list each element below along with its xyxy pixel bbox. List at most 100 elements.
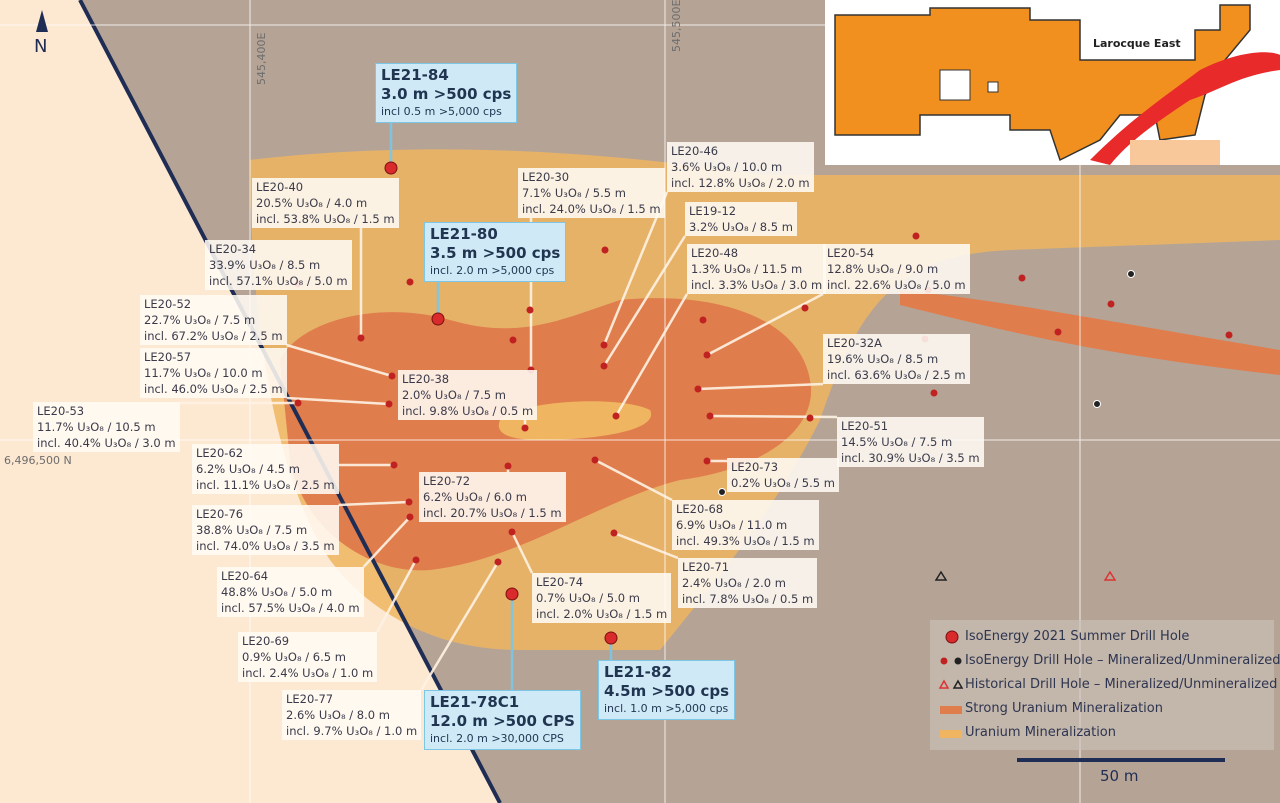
assay-line: incl. 57.1% U₃O₈ / 5.0 m: [209, 274, 348, 288]
hole-id: LE20-46: [671, 144, 719, 158]
assay-line: 11.7% U₃O₈ / 10.0 m: [144, 366, 263, 380]
drill-hole: [604, 631, 618, 645]
assay-label: LE20-74 0.7% U₃O₈ / 5.0 m incl. 2.0% U₃O₈ …: [532, 573, 672, 623]
assay-line: incl. 20.7% U₃O₈ / 1.5 m: [423, 506, 562, 520]
leader-line: [706, 292, 824, 357]
assay-line: 2.4% U₃O₈ / 2.0 m: [682, 576, 786, 590]
assay-label: LE20-48 1.3% U₃O₈ / 11.5 m incl. 3.3% U₃O₈…: [687, 244, 827, 294]
assay-line: 2.6% U₃O₈ / 8.0 m: [286, 708, 390, 722]
assay-line: 22.7% U₃O₈ / 7.5 m: [144, 313, 256, 327]
drill-hole: [930, 389, 938, 397]
drill-hole: [1093, 400, 1101, 408]
assay-label: LE20-71 2.4% U₃O₈ / 2.0 m incl. 7.8% U₃O₈ …: [678, 558, 818, 608]
assay-label: LE20-52 22.7% U₃O₈ / 7.5 m incl. 67.2% U₃O…: [140, 295, 287, 345]
drill-hole: [912, 232, 920, 240]
hole-id: LE20-69: [242, 634, 290, 648]
drill-hole: [509, 336, 517, 344]
drill-hole: [694, 385, 702, 393]
hole-id: LE20-52: [144, 297, 192, 311]
drill-hole: [699, 316, 707, 324]
assay-line: incl. 2.0% U₃O₈ / 1.5 m: [536, 607, 668, 621]
hole-id: LE20-62: [196, 446, 244, 460]
hole-id: LE20-40: [256, 180, 304, 194]
assay-line: incl. 11.1% U₃O₈ / 2.5 m: [196, 478, 335, 492]
drill-hole: [1127, 270, 1135, 278]
hole-id: LE20-53: [37, 404, 85, 418]
assay-label: LE20-77 2.6% U₃O₈ / 8.0 m incl. 9.7% U₃O₈ …: [282, 690, 422, 740]
hole-id: LE20-51: [841, 419, 889, 433]
assay-line: incl. 49.3% U₃O₈ / 1.5 m: [676, 534, 815, 548]
result: 3.5 m >500 cps: [430, 244, 561, 262]
hole-id: LE21-78C1: [430, 693, 520, 711]
assay-line: 12.8% U₃O₈ / 9.0 m: [827, 262, 939, 276]
leader-line: [286, 343, 393, 378]
grid-label: 545,500E: [670, 0, 683, 52]
legend-entry: Strong Uranium Mineralization: [965, 701, 1163, 716]
assay-label: LE20-69 0.9% U₃O₈ / 6.5 m incl. 2.4% U₃O₈ …: [238, 632, 378, 682]
assay-label: LE20-32A 19.6% U₃O₈ / 8.5 m incl. 63.6% U₃…: [823, 334, 970, 384]
drill-hole: [412, 556, 420, 564]
drill-hole: [388, 372, 396, 380]
inset-label: Larocque East: [1093, 37, 1181, 50]
assay-line: 2.0% U₃O₈ / 7.5 m: [402, 388, 506, 402]
leader-line: [709, 414, 838, 419]
hole-id: LE19-12: [689, 204, 737, 218]
assay-line: 6.2% U₃O₈ / 4.5 m: [196, 462, 300, 476]
assay-label: LE20-76 38.8% U₃O₈ / 7.5 m incl. 74.0% U₃O…: [192, 505, 339, 555]
hole-id: LE20-76: [196, 507, 244, 521]
drill-hole: [706, 412, 714, 420]
hole-id: LE21-80: [430, 225, 498, 243]
assay-label: LE20-51 14.5% U₃O₈ / 7.5 m incl. 30.9% U₃O…: [837, 417, 984, 467]
legend-entry: IsoEnergy 2021 Summer Drill Hole: [965, 629, 1190, 644]
hole-id: LE20-68: [676, 502, 724, 516]
assay-line: incl. 63.6% U₃O₈ / 2.5 m: [827, 368, 966, 382]
drill-hole: [1107, 300, 1115, 308]
leader-line: [510, 531, 534, 574]
assay-label: LE20-46 3.6% U₃O₈ / 10.0 m incl. 12.8% U₃O…: [667, 142, 814, 192]
assay-line: 0.9% U₃O₈ / 6.5 m: [242, 650, 346, 664]
assay-label: LE20-38 2.0% U₃O₈ / 7.5 m incl. 9.8% U₃O₈ …: [398, 370, 538, 420]
drill-hole: [801, 304, 809, 312]
leader-line: [420, 561, 500, 691]
assay-line: 0.7% U₃O₈ / 5.0 m: [536, 591, 640, 605]
drill-hole: [385, 400, 393, 408]
leader-line: [286, 396, 390, 406]
drill-hole: [357, 334, 365, 342]
drill-hole: [526, 306, 534, 314]
hole-id: LE21-84: [381, 66, 449, 84]
assay-line: 6.9% U₃O₈ / 11.0 m: [676, 518, 788, 532]
assay-line: incl. 53.8% U₃O₈ / 1.5 m: [256, 212, 395, 226]
drill-hole: [406, 278, 414, 286]
drill-holes: [294, 161, 1233, 645]
assay-line: 48.8% U₃O₈ / 5.0 m: [221, 585, 333, 599]
hole-id: LE20-32A: [827, 336, 882, 350]
hole-id: LE20-54: [827, 246, 875, 260]
drill-hole: [718, 488, 726, 496]
drill-hole: [494, 558, 502, 566]
drill-hole: [505, 587, 519, 601]
drill-hole: [703, 457, 711, 465]
result-detail: incl. 2.0 m >5,000 cps: [430, 264, 555, 277]
drill-hole: [405, 498, 413, 506]
assay-line: 38.8% U₃O₈ / 7.5 m: [196, 523, 308, 537]
assay-line: 0.2% U₃O₈ / 5.5 m: [731, 476, 835, 490]
highlight-label: LE21-78C1 12.0 m >500 CPS incl. 2.0 m >30,…: [424, 690, 581, 750]
leader-line: [697, 382, 824, 391]
assay-label: LE20-53 11.7% U₃O₈ / 10.5 m incl. 40.4% U₃…: [33, 402, 180, 452]
assay-label: LE19-12 3.2% U₃O₈ / 8.5 m: [685, 202, 797, 236]
drill-hole: [601, 246, 609, 254]
drill-hole: [591, 456, 599, 464]
boundary-line: [78, 0, 502, 803]
assay-line: incl. 7.8% U₃O₈ / 0.5 m: [682, 592, 814, 606]
claim-gap: [987, 81, 999, 93]
assay-line: 11.7% U₃O₈ / 10.5 m: [37, 420, 156, 434]
assay-label: LE20-30 7.1% U₃O₈ / 5.5 m incl. 24.0% U₃O₈…: [518, 168, 665, 218]
hole-id: LE20-73: [731, 460, 779, 474]
leader-line: [613, 531, 679, 560]
assay-label: LE20-72 6.2% U₃O₈ / 6.0 m incl. 20.7% U₃O₈…: [419, 472, 566, 522]
strong-mineralization: [900, 290, 1280, 375]
assay-line: 33.9% U₃O₈ / 8.5 m: [209, 258, 321, 272]
drill-hole: [431, 312, 445, 326]
historical-holes: [934, 570, 1117, 581]
assay-line: 7.1% U₃O₈ / 5.5 m: [522, 186, 626, 200]
